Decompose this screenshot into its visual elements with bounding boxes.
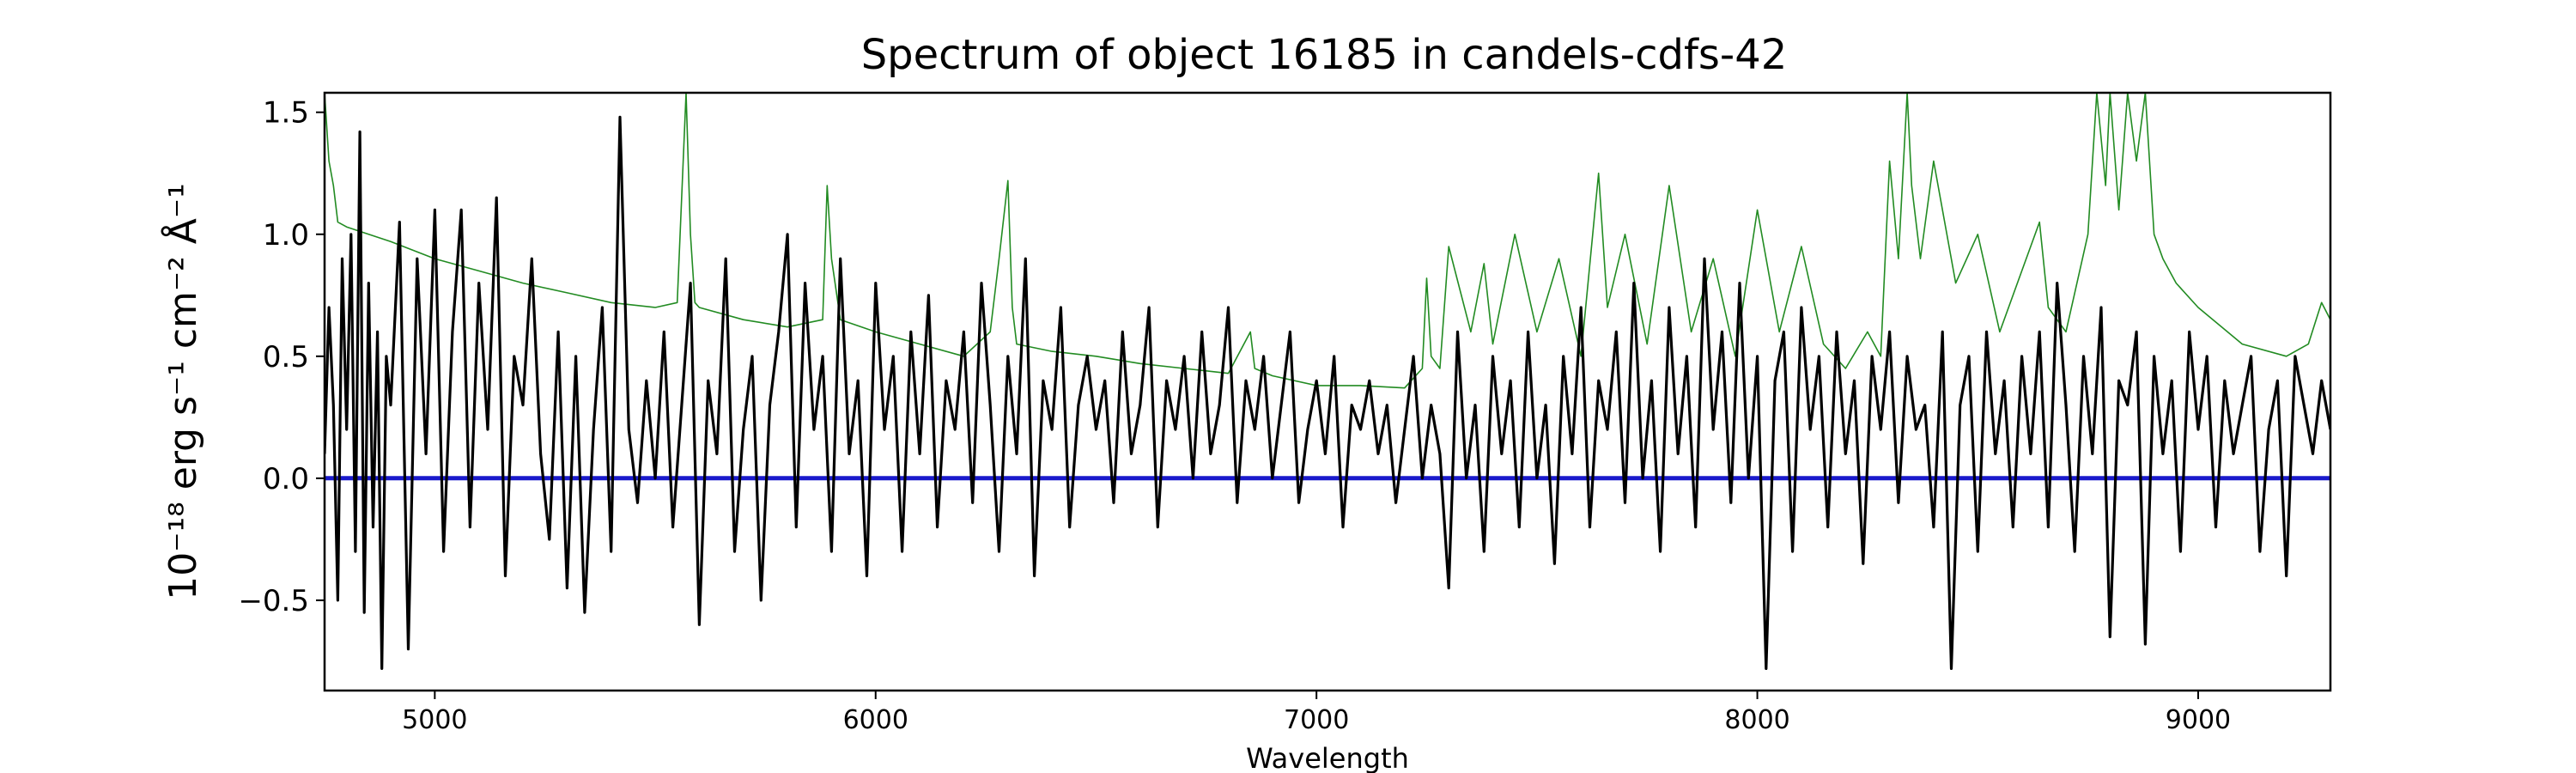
x-tick-label: 6000 <box>843 705 908 735</box>
x-tick-label: 5000 <box>402 705 467 735</box>
y-tick-label: 1.0 <box>263 218 309 253</box>
series-line-flux-spectrum <box>325 115 2330 670</box>
x-axis-label: Wavelength <box>1246 742 1409 773</box>
y-tick-label: −0.5 <box>238 584 309 618</box>
x-tick-label: 9000 <box>2166 705 2231 735</box>
y-axis: −0.5 0.0 0.5 1.0 1.5 <box>238 96 325 618</box>
x-tick-label: 7000 <box>1284 705 1349 735</box>
y-tick-label: 0.0 <box>263 462 309 496</box>
series-line-error-spectrum <box>325 93 2330 389</box>
y-axis-label: 10⁻¹⁸ erg s⁻¹ cm⁻² Å⁻¹ <box>160 183 205 600</box>
chart-title: Spectrum of object 16185 in candels-cdfs… <box>861 31 1788 79</box>
x-axis: 5000 6000 7000 8000 9000 <box>402 691 2231 735</box>
series-layer <box>325 93 2330 670</box>
y-tick-label: 1.5 <box>263 96 309 131</box>
x-tick-label: 8000 <box>1724 705 1789 735</box>
plot-area <box>325 93 2330 670</box>
plot-frame <box>323 91 2332 692</box>
y-tick-label: 0.5 <box>263 340 309 374</box>
